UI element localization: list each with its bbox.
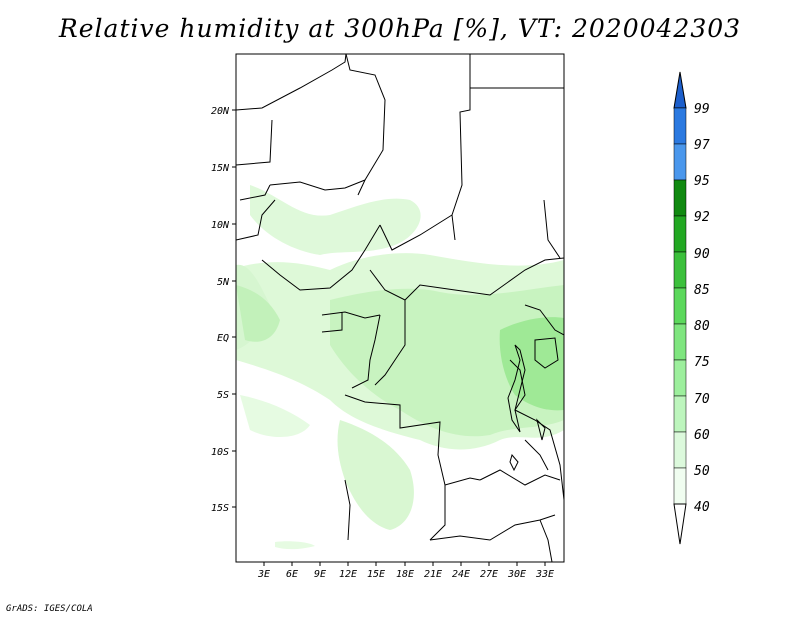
colorbar-segment [673,179,687,217]
colorbar-top-triangle [673,71,687,109]
colorbar-label: 99 [694,102,710,117]
colorbar-label: 75 [694,355,710,370]
map-frame [235,53,565,563]
lat-label: 10N [211,220,230,231]
credit-text: GrADS: IGES/COLA [6,604,93,614]
colorbar-bottom-triangle [673,503,687,545]
colorbar-label: 80 [694,319,710,334]
colorbar-segment [673,323,687,361]
lon-label: 27E [480,569,498,580]
colorbar-segment [673,359,687,397]
colorbar-segment [673,143,687,181]
colorbar-label: 97 [694,138,710,153]
colorbar-label: 40 [694,500,710,515]
humidity-region-north [250,185,421,255]
lat-label: 10S [211,447,229,458]
humidity-region-coast [236,285,280,342]
lon-label: 6E [286,569,298,580]
humidity-field [236,185,564,550]
humidity-region-core [330,285,564,437]
colorbar-label: 85 [694,283,710,298]
latitude-labels: 20N 15N 10N 5N EQ 5S 10S 15S [211,106,236,514]
lon-label: 9E [314,569,326,580]
colorbar-label: 50 [694,464,710,479]
lat-label: 15N [211,163,230,174]
colorbar-segment [673,287,687,325]
humidity-region-east [499,317,564,411]
lat-label: 5S [217,390,229,401]
humidity-region-south [337,420,414,530]
lon-label: 21E [424,569,442,580]
colorbar-segment [673,431,687,469]
colorbar-segment [673,107,687,145]
humidity-region-bottom [275,541,315,550]
colorbar-segment [673,467,687,505]
lat-label: 20N [211,106,230,117]
colorbar: 99 97 95 92 90 85 80 75 70 60 50 40 [673,71,710,545]
colorbar-label: 60 [694,428,710,443]
map-title: Relative humidity at 300hPa [%], VT: 202… [58,14,742,43]
colorbar-label: 70 [694,392,710,407]
lat-label: 15S [211,503,229,514]
colorbar-segment [673,215,687,253]
lon-label: 12E [339,569,357,580]
lakes [507,337,559,472]
colorbar-segment [673,251,687,289]
humidity-region-southwest [240,395,310,437]
colorbar-label: 92 [694,210,710,225]
lon-label: 18E [396,569,414,580]
lon-label: 33E [535,569,554,580]
country-borders [236,54,564,562]
lat-label: EQ [217,333,229,344]
lon-label: 30E [507,569,526,580]
colorbar-label: 95 [694,174,710,189]
colorbar-label: 90 [694,247,710,262]
lon-label: 15E [367,569,385,580]
lat-label: 5N [217,277,230,288]
colorbar-segment [673,395,687,433]
lon-label: 24E [452,569,470,580]
longitude-labels: 3E 6E 9E 12E 15E 18E 21E 24E 27E 30E 33E [257,562,554,580]
lon-label: 3E [257,569,270,580]
